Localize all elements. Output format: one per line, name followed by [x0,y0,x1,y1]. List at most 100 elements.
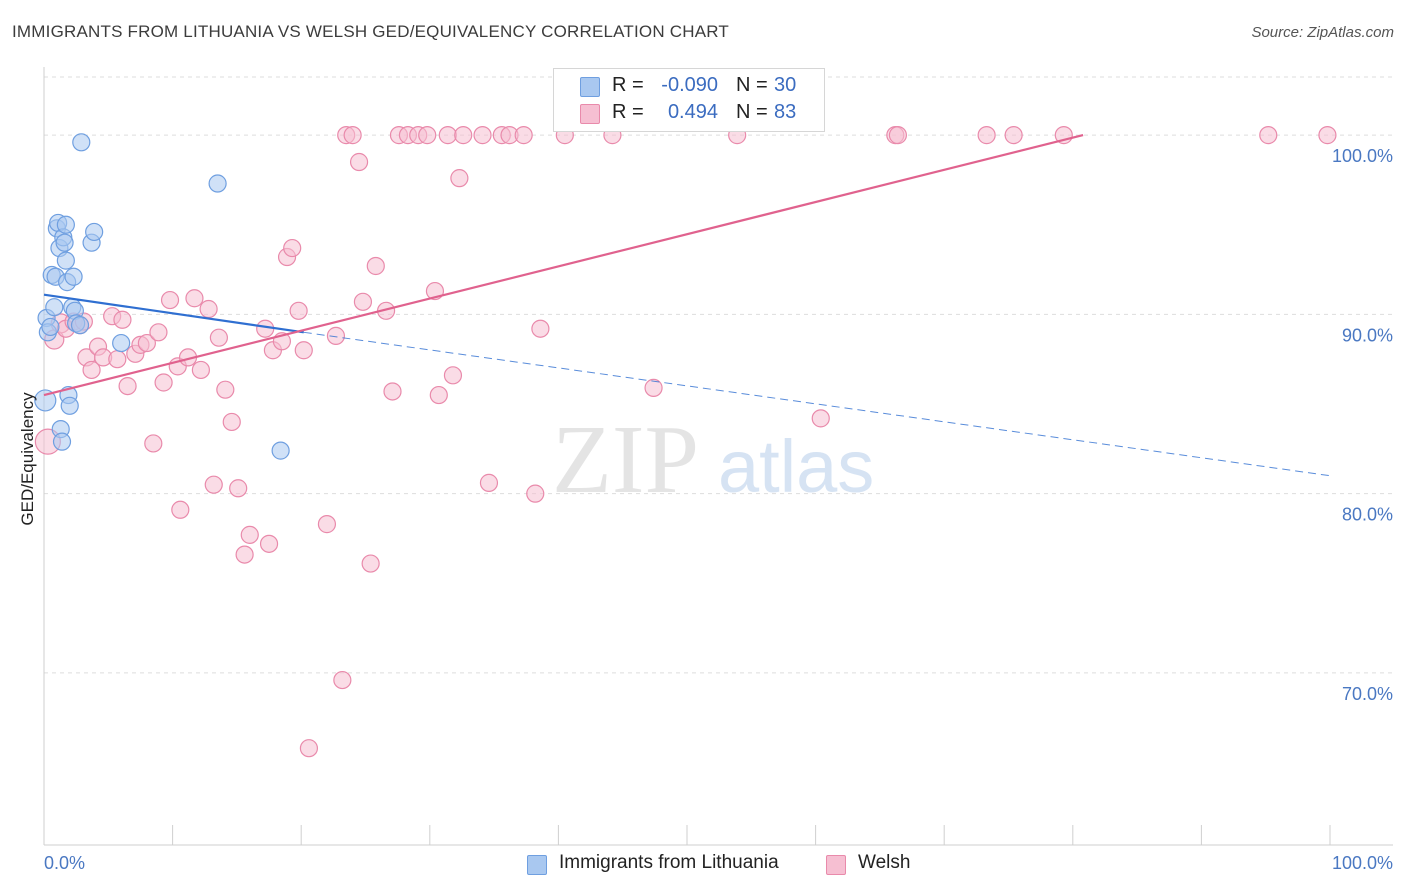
welsh-point [361,554,380,573]
welsh-point [418,126,437,145]
lithuania-point [271,441,290,460]
welsh-point [171,500,190,519]
welsh-point [229,479,248,498]
welsh-point [149,323,168,342]
trendlines [43,134,1331,477]
legend-swatch-pink [580,104,600,124]
welsh-point [1259,126,1278,145]
chart-title: IMMIGRANTS FROM LITHUANIA VS WELSH GED/E… [12,22,729,41]
welsh-point [137,333,156,353]
welsh-point [118,376,137,396]
welsh-point [82,360,101,380]
welsh-point [353,292,373,311]
lithuania-point [60,396,79,415]
welsh-point [1318,126,1337,145]
legend-n-label: N = [736,74,768,96]
correlation-legend: R = -0.090 N = 30 R = 0.494 N = 83 [553,68,825,132]
welsh-point [259,534,279,553]
tick-labels: 70.0% 80.0% 90.0% 100.0% 0.0% 100.0% [44,146,1393,873]
welsh-point [185,289,204,308]
y-tick-label: 90.0% [1342,325,1393,345]
lithuania-point [56,215,75,234]
welsh-point [317,515,337,534]
legend-label-welsh: Welsh [858,852,911,873]
y-tick-label: 70.0% [1342,684,1393,704]
welsh-point [383,382,402,401]
y-axis-title: GED/Equivalency [18,392,37,526]
series-lithuania [34,133,290,460]
welsh-point [289,301,308,320]
welsh-point [222,412,241,432]
y-tick-label: 100.0% [1332,146,1393,166]
legend-r-value: -0.090 [661,74,718,96]
welsh-point [333,670,352,690]
welsh-point [204,475,223,494]
lithuania-point [64,267,83,286]
welsh-point [429,385,448,405]
watermark-zip: ZIP [552,406,699,514]
welsh-point [1004,126,1023,145]
x-tick-label: 0.0% [44,853,85,873]
welsh-point [256,319,275,338]
welsh-point [144,434,163,453]
watermark: ZIP atlas [552,406,874,514]
lithuania-point [72,133,91,152]
welsh-point [294,341,313,360]
axes [43,67,1393,846]
legend-n-label: N = [736,101,768,123]
gridlines [44,76,1393,674]
welsh-trendline [43,134,1084,397]
welsh-point [283,238,302,258]
legend-swatch-blue [580,77,600,97]
welsh-point [443,366,463,385]
welsh-point [479,473,499,492]
welsh-point [531,319,550,338]
legend-row-lithuania: R = -0.090 N = 30 [554,74,824,100]
welsh-point [514,126,533,145]
welsh-point [349,152,369,172]
lithuania-point [56,251,75,270]
welsh-point [438,126,457,145]
legend-r-value: 0.494 [667,101,718,123]
lithuania-trendline-extension [303,331,1331,477]
welsh-point [299,739,319,758]
legend-swatch-blue [527,855,547,875]
welsh-point [113,310,132,329]
legend-r-label: R = [612,101,644,123]
welsh-point [454,126,473,145]
legend-n-value: 83 [774,101,797,123]
legend-row-welsh: R = 0.494 N = 83 [554,101,824,127]
watermark-atlas: atlas [718,425,874,508]
lithuania-trendline [43,293,304,334]
x-tick-label: 100.0% [1332,853,1393,873]
lithuania-point [55,233,74,252]
welsh-point [326,326,346,345]
welsh-point [473,126,492,145]
welsh-point [199,299,218,319]
welsh-point [888,126,908,145]
lithuania-point [45,298,64,317]
welsh-point [235,545,254,564]
y-tick-label: 80.0% [1342,505,1393,525]
legend-n-value: 30 [774,74,797,96]
lithuania-point [112,333,131,353]
welsh-point [977,126,996,145]
welsh-point [366,256,385,276]
lithuania-point [34,389,57,412]
welsh-point [191,360,210,380]
legend-label-lithuania: Immigrants from Lithuania [559,852,779,873]
legend-r-label: R = [612,74,644,96]
series-legend: Immigrants from Lithuania Welsh [0,850,1406,880]
lithuania-point [208,174,227,193]
welsh-point [216,380,235,399]
welsh-point [209,328,228,347]
welsh-point [240,525,259,544]
welsh-point [811,409,830,428]
legend-swatch-pink [826,855,846,875]
welsh-point [343,126,362,145]
welsh-point [526,484,545,503]
welsh-point [160,290,180,310]
lithuania-point [52,432,72,451]
welsh-point [108,350,127,369]
